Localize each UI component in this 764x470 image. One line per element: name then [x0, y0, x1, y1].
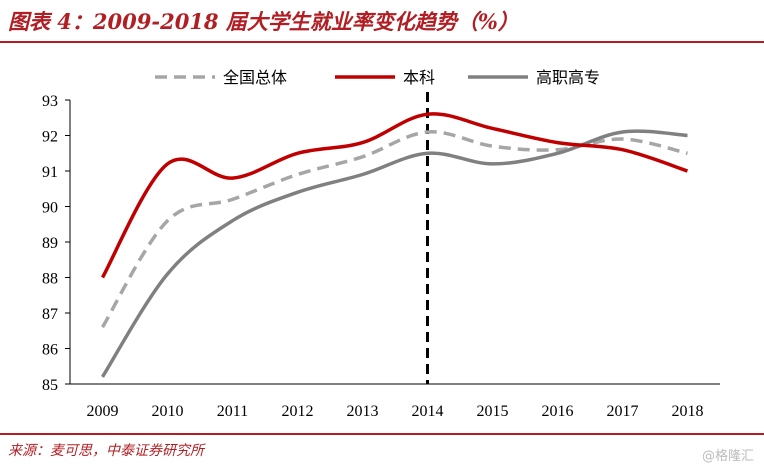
y-tick-label: 91 — [42, 164, 58, 181]
x-tick-label: 2016 — [542, 403, 574, 420]
x-tick-label: 2017 — [607, 403, 639, 420]
title-rule — [0, 41, 764, 43]
legend-item-zhuanke: 高职高专 — [468, 68, 600, 87]
y-tick-label: 92 — [42, 129, 58, 146]
x-tick-label: 2010 — [152, 403, 184, 420]
x-tick-label: 2014 — [412, 403, 444, 420]
legend-item-total: 全国总体 — [155, 68, 287, 87]
legend-label: 高职高专 — [536, 68, 600, 87]
x-tick-label: 2018 — [672, 403, 704, 420]
series-layer — [100, 112, 689, 378]
source-rule — [0, 433, 764, 435]
legend-label: 全国总体 — [223, 68, 287, 87]
series-zhuanke-line — [101, 129, 688, 378]
x-tick-label: 2012 — [282, 403, 314, 420]
x-tick-label: 2009 — [87, 403, 119, 420]
y-tick-label: 85 — [42, 377, 58, 394]
source-note: 来源：麦可思，中泰证券研究所 — [8, 443, 204, 459]
legend: 全国总体 本科 高职高专 — [155, 68, 600, 87]
x-tick-label: 2013 — [347, 403, 379, 420]
x-tick-label: 2011 — [217, 403, 248, 420]
series-total-line — [101, 130, 688, 329]
legend-label: 本科 — [403, 68, 435, 87]
y-tick-label: 89 — [42, 235, 58, 252]
legend-item-benke: 本科 — [335, 68, 435, 87]
y-tick-label: 88 — [42, 271, 58, 288]
x-tick-label: 2015 — [477, 403, 509, 420]
watermark: @格隆汇 — [701, 449, 754, 464]
y-tick-label: 90 — [42, 200, 58, 217]
series-benke-line — [100, 112, 689, 279]
y-tick-label: 86 — [42, 342, 58, 359]
axes: 85 86 87 88 89 90 91 92 93 2009 2010 2011 2012 2013 20… — [42, 92, 720, 420]
chart-title: 图表 4：2009-2018 届大学生就业率变化趋势（%） — [8, 9, 519, 34]
y-tick-label: 93 — [42, 93, 58, 110]
y-tick-label: 87 — [42, 306, 58, 323]
